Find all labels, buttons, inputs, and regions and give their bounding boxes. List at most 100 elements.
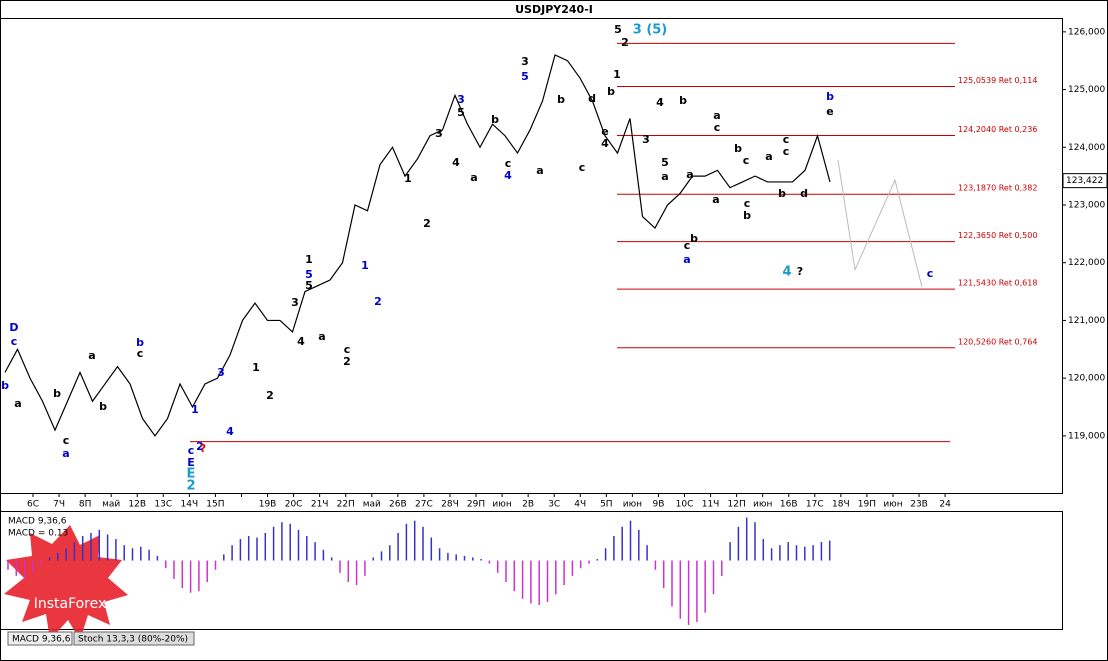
wave-label: b: [743, 209, 751, 222]
x-tick-label: 16В: [780, 500, 798, 510]
chart-title: USDJPY240-I: [515, 3, 593, 16]
wave-label: ?: [797, 265, 803, 278]
x-tick-label: 7Ч: [53, 500, 65, 510]
wave-label: b: [826, 90, 834, 103]
logo-text: InstaForex: [34, 596, 107, 612]
tab-label[interactable]: MACD 9,36,6: [12, 635, 71, 645]
y-tick-label: 121,000: [1068, 316, 1105, 326]
wave-label: 2: [196, 440, 204, 453]
x-tick-label: 18Ч: [832, 500, 850, 510]
wave-label: b: [491, 113, 499, 126]
wave-label: c: [927, 267, 934, 280]
x-tick-label: май: [102, 500, 120, 510]
wave-label: c: [743, 154, 750, 167]
wave-label: b: [778, 187, 786, 200]
wave-label: 2: [266, 389, 274, 402]
x-tick-label: 20С: [285, 500, 303, 510]
price-pane: [0, 18, 1063, 494]
x-tick-label: 3С: [548, 500, 560, 510]
x-tick-label: июн: [623, 500, 642, 510]
wave-label: 4: [656, 96, 664, 109]
wave-label: 4: [297, 335, 305, 348]
level-label: 120,5260 Ret 0,764: [958, 337, 1037, 346]
wave-label: c: [188, 444, 195, 457]
wave-label: b: [557, 93, 565, 106]
level-label: 125,0539 Ret 0,114: [958, 76, 1037, 85]
wave-label: 3: [435, 127, 443, 140]
x-tick-label: 17С: [806, 500, 824, 510]
y-tick-label: 120,000: [1068, 374, 1105, 384]
tab[interactable]: [7, 631, 73, 646]
wave-label: e: [601, 125, 608, 138]
level-label: 124,2040 Ret 0,236: [958, 125, 1037, 134]
x-tick-label: июн: [753, 500, 772, 510]
x-tick-label: 28Ч: [441, 500, 459, 510]
x-tick-label: 29П: [467, 500, 485, 510]
wave-label: 1: [361, 259, 369, 272]
wave-label: a: [318, 330, 325, 343]
wave-label: E: [187, 456, 195, 469]
wave-label: 1: [404, 172, 412, 185]
x-tick-label: 24: [939, 500, 951, 510]
wave-label: 4: [601, 137, 609, 150]
wave-label: b: [99, 400, 107, 413]
wave-label: c: [744, 197, 751, 210]
x-tick-label: июн: [883, 500, 902, 510]
wave-label: 5: [661, 156, 669, 169]
wave-label: d: [588, 92, 596, 105]
x-tick-label: 23В: [910, 500, 928, 510]
x-tick-label: 15П: [206, 500, 224, 510]
wave-label: a: [536, 164, 543, 177]
y-tick-label: 119,000: [1068, 431, 1105, 441]
x-tick-label: 5П: [600, 500, 613, 510]
wave-label: 4: [782, 265, 791, 280]
wave-label: c: [344, 343, 351, 356]
wave-label: 4: [452, 156, 460, 169]
y-tick-label: 124,000: [1068, 143, 1105, 153]
wave-label: a: [88, 349, 95, 362]
wave-label: b: [690, 232, 698, 245]
wave-label: 1: [191, 403, 199, 416]
tab[interactable]: [73, 631, 195, 646]
logo: InstaForex: [4, 525, 128, 640]
wave-label: c: [714, 121, 721, 134]
wave-label: b: [1, 379, 9, 392]
logo-badge: [4, 525, 128, 640]
wave-label: 5: [614, 23, 622, 36]
x-tick-label: 8П: [79, 500, 92, 510]
y-tick-label: 125,000: [1068, 85, 1105, 95]
macd-pane: [0, 511, 1063, 630]
wave-label: c: [684, 239, 691, 252]
wave-label: c: [783, 145, 790, 158]
wave-label: 1: [613, 68, 621, 81]
current-price-box: [1062, 173, 1108, 189]
wave-label: a: [713, 109, 720, 122]
x-tick-label: 12П: [728, 500, 746, 510]
x-tick-label: 22П: [337, 500, 355, 510]
wave-label: 5: [521, 70, 529, 83]
wave-label: 2: [374, 295, 382, 308]
wave-label: a: [765, 150, 772, 163]
wave-label: 2: [423, 217, 431, 230]
wave-label: d: [800, 187, 808, 200]
x-tick-label: 9В: [652, 500, 664, 510]
wave-label: 1: [305, 253, 313, 266]
wave-label: 5: [305, 279, 313, 292]
x-tick-label: май: [363, 500, 381, 510]
macd-label: MACD 9,36,6: [8, 517, 67, 527]
wave-label: 5: [457, 106, 465, 119]
wave-label: b: [53, 387, 61, 400]
wave-label: c: [783, 133, 790, 146]
wave-label: c: [63, 434, 70, 447]
wave-label: a: [14, 397, 21, 410]
wave-label: 2: [621, 36, 629, 49]
x-tick-label: 2В: [522, 500, 534, 510]
tab-label[interactable]: Stoch 13,3,3 (80%-20%): [78, 635, 188, 645]
y-tick-label: 126,000: [1068, 27, 1105, 37]
wave-label: 3: [642, 133, 650, 146]
x-tick-label: 26В: [389, 500, 407, 510]
y-tick-label: 122,000: [1068, 258, 1105, 268]
y-tick-label: 123,000: [1068, 200, 1105, 210]
wave-label: E: [187, 467, 196, 482]
wave-label: b: [136, 336, 144, 349]
